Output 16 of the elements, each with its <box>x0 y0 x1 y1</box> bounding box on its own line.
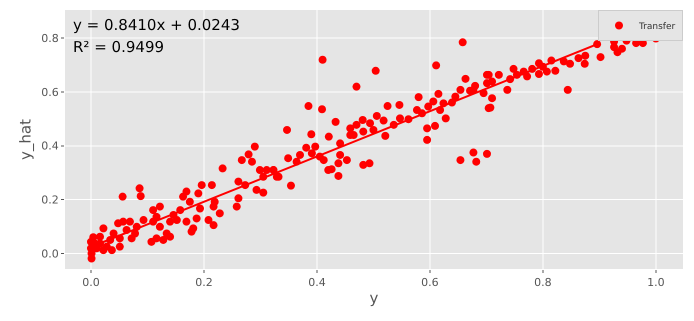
y-tick-label: 0.0 <box>41 247 59 260</box>
x-tick-label: 0.0 <box>82 276 100 290</box>
y-tick-label: 0.8 <box>41 32 59 46</box>
x-tick-label: 0.8 <box>534 276 552 290</box>
x-tick-label: 0.6 <box>421 276 439 290</box>
y-tick-label: 0.4 <box>41 140 59 153</box>
legend-label: Transfer <box>638 22 676 32</box>
x-tick-label: 1.0 <box>647 276 665 290</box>
x-axis-title: y <box>370 289 379 308</box>
y-tick-label: 0.6 <box>41 86 59 99</box>
x-tick-label: 0.2 <box>195 276 213 290</box>
x-tick-label: 0.4 <box>308 276 326 290</box>
annotation: y = 0.8410x + 0.0243 <box>73 16 240 34</box>
annotation: R² = 0.9499 <box>73 38 164 56</box>
y-axis-title: y_hat <box>16 118 35 160</box>
y-tick-label: 0.2 <box>41 193 59 206</box>
